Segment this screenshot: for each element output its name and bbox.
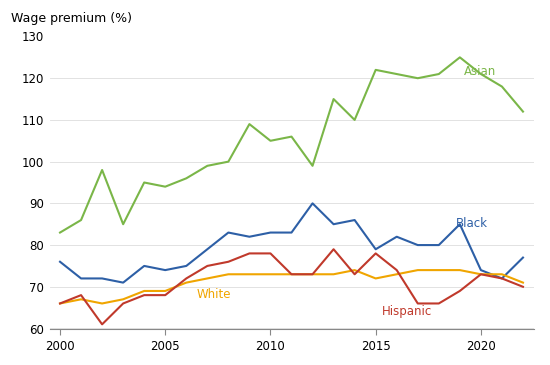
Text: Black: Black <box>455 218 488 230</box>
Text: Wage premium (%): Wage premium (%) <box>11 12 132 25</box>
Text: Hispanic: Hispanic <box>382 305 432 318</box>
Text: White: White <box>197 288 232 301</box>
Text: Asian: Asian <box>464 65 496 78</box>
